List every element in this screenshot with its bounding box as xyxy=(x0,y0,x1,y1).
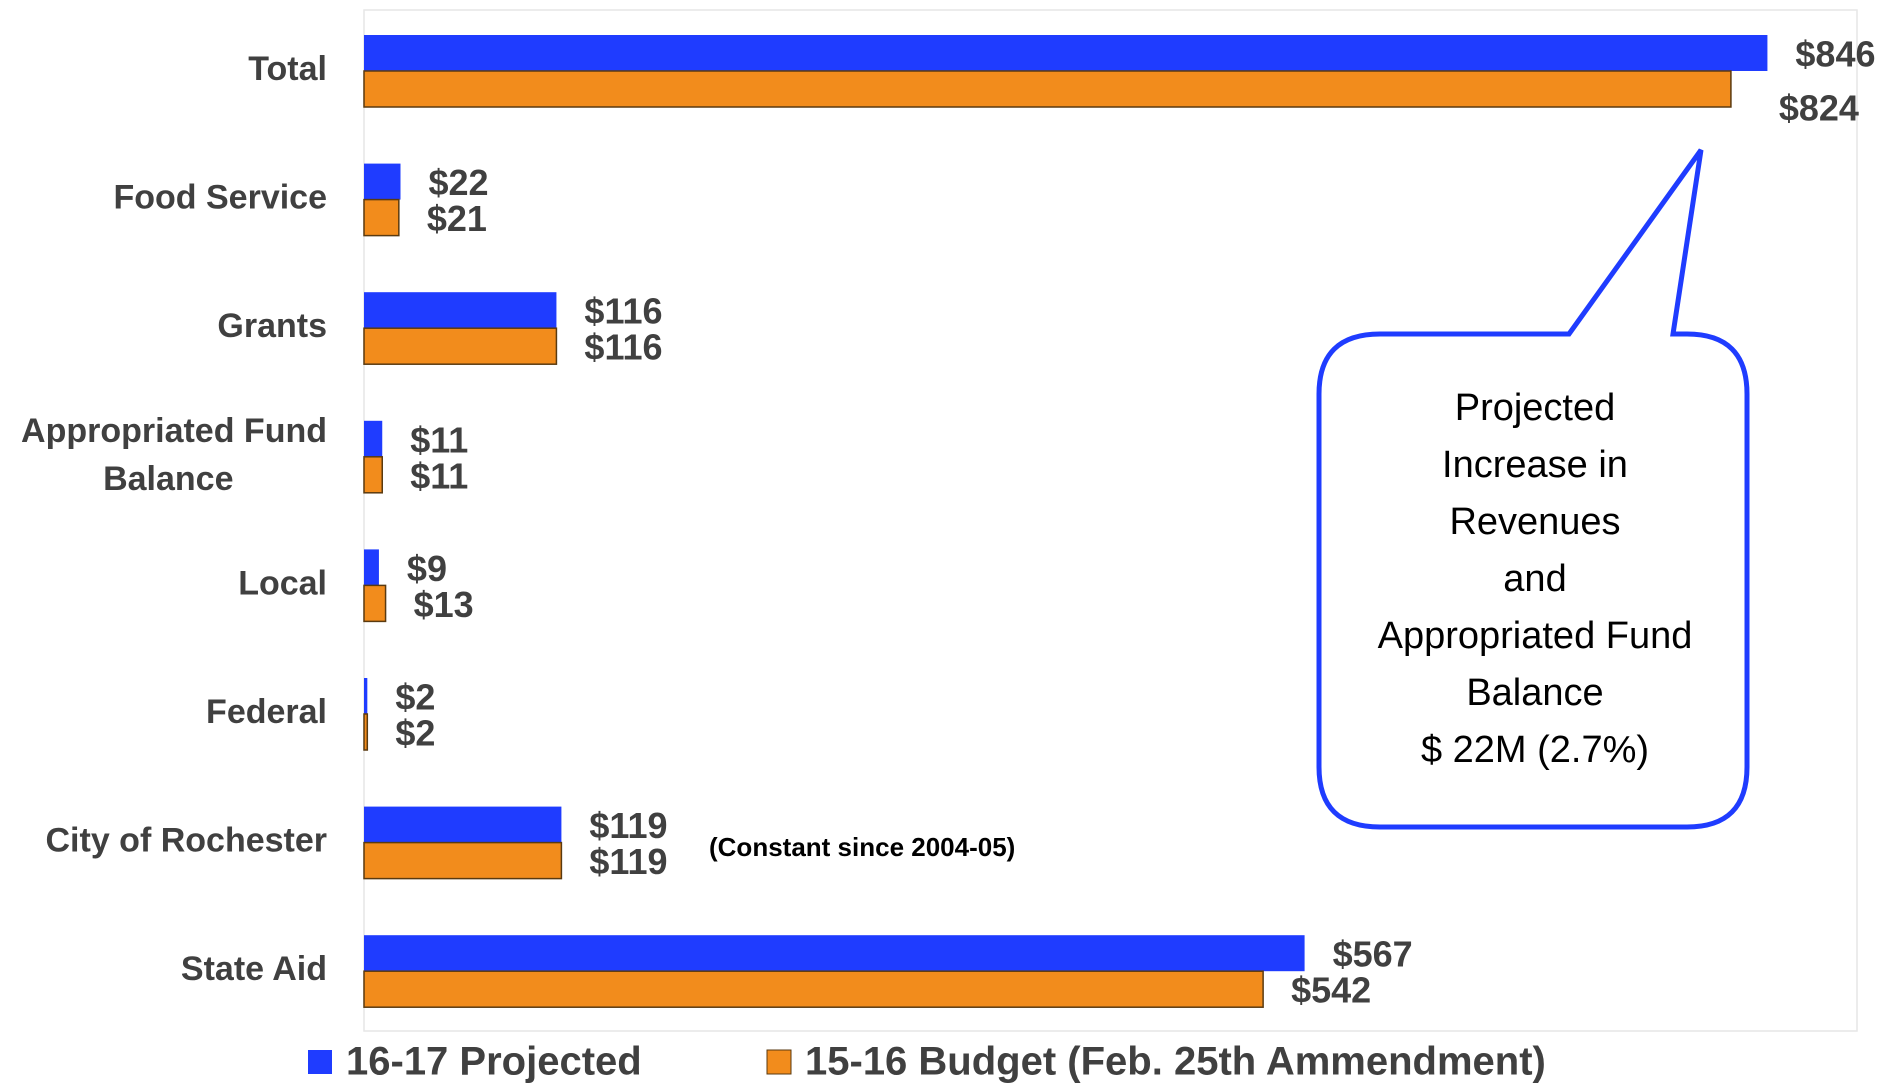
data-label: $119 xyxy=(589,841,667,882)
category-label-line: Appropriated Fund xyxy=(21,412,327,450)
callout-bubble xyxy=(1316,148,1750,830)
bar xyxy=(364,163,401,200)
bar xyxy=(364,678,368,714)
annotation: (Constant since 2004-05) xyxy=(709,832,1015,862)
callout-text: $ 22M (2.7%) xyxy=(1421,729,1649,771)
legend-label: 16-17 Projected xyxy=(346,1040,642,1084)
callout-text: Revenues xyxy=(1449,501,1620,543)
category-label: Local xyxy=(238,564,327,602)
legend-label: 15-16 Budget (Feb. 25th Ammendment) xyxy=(805,1040,1546,1084)
callout-text: Appropriated Fund xyxy=(1378,615,1693,657)
data-label: $2 xyxy=(395,677,435,718)
bar xyxy=(364,420,383,457)
category-label: Federal xyxy=(206,693,327,731)
category-label: City of Rochester xyxy=(46,822,328,860)
bar xyxy=(363,327,558,365)
data-label: $13 xyxy=(414,584,474,625)
callout-text: Increase in xyxy=(1442,444,1628,486)
category-label: Food Service xyxy=(113,179,327,217)
bar xyxy=(363,584,387,623)
legend-swatch xyxy=(766,1049,792,1075)
data-label: $22 xyxy=(428,162,488,203)
bar xyxy=(363,456,383,494)
category-label: Appropriated Fund Balance xyxy=(21,412,327,498)
data-label: $2 xyxy=(395,713,435,754)
callout-text: and xyxy=(1503,558,1566,600)
data-label: $846 xyxy=(1795,34,1875,75)
plot-frame xyxy=(363,9,1858,1032)
data-label: $824 xyxy=(1779,88,1859,129)
bar xyxy=(363,970,1264,1008)
bar xyxy=(363,713,369,751)
data-label: $542 xyxy=(1291,970,1371,1011)
bar xyxy=(364,549,379,586)
category-label-line: Balance xyxy=(103,460,233,498)
bar xyxy=(363,70,1732,108)
data-label: $119 xyxy=(589,805,667,846)
bar xyxy=(364,935,1305,972)
data-label: $11 xyxy=(410,419,468,460)
category-label: Grants xyxy=(217,307,327,345)
legend-swatch xyxy=(308,1050,332,1074)
data-label: $9 xyxy=(407,548,447,589)
category-label: Total xyxy=(248,50,327,88)
data-label: $567 xyxy=(1333,934,1413,975)
callout-text: Projected xyxy=(1455,387,1616,429)
callout-text: Balance xyxy=(1466,672,1603,714)
bar xyxy=(363,841,563,880)
bar xyxy=(364,292,557,329)
data-label: $11 xyxy=(410,455,468,496)
bar xyxy=(364,806,562,843)
bar xyxy=(364,35,1768,71)
data-label: $116 xyxy=(584,327,662,368)
bar xyxy=(363,198,400,237)
category-label: State Aid xyxy=(181,950,327,988)
data-label: $21 xyxy=(427,198,487,239)
data-label: $116 xyxy=(584,291,662,332)
